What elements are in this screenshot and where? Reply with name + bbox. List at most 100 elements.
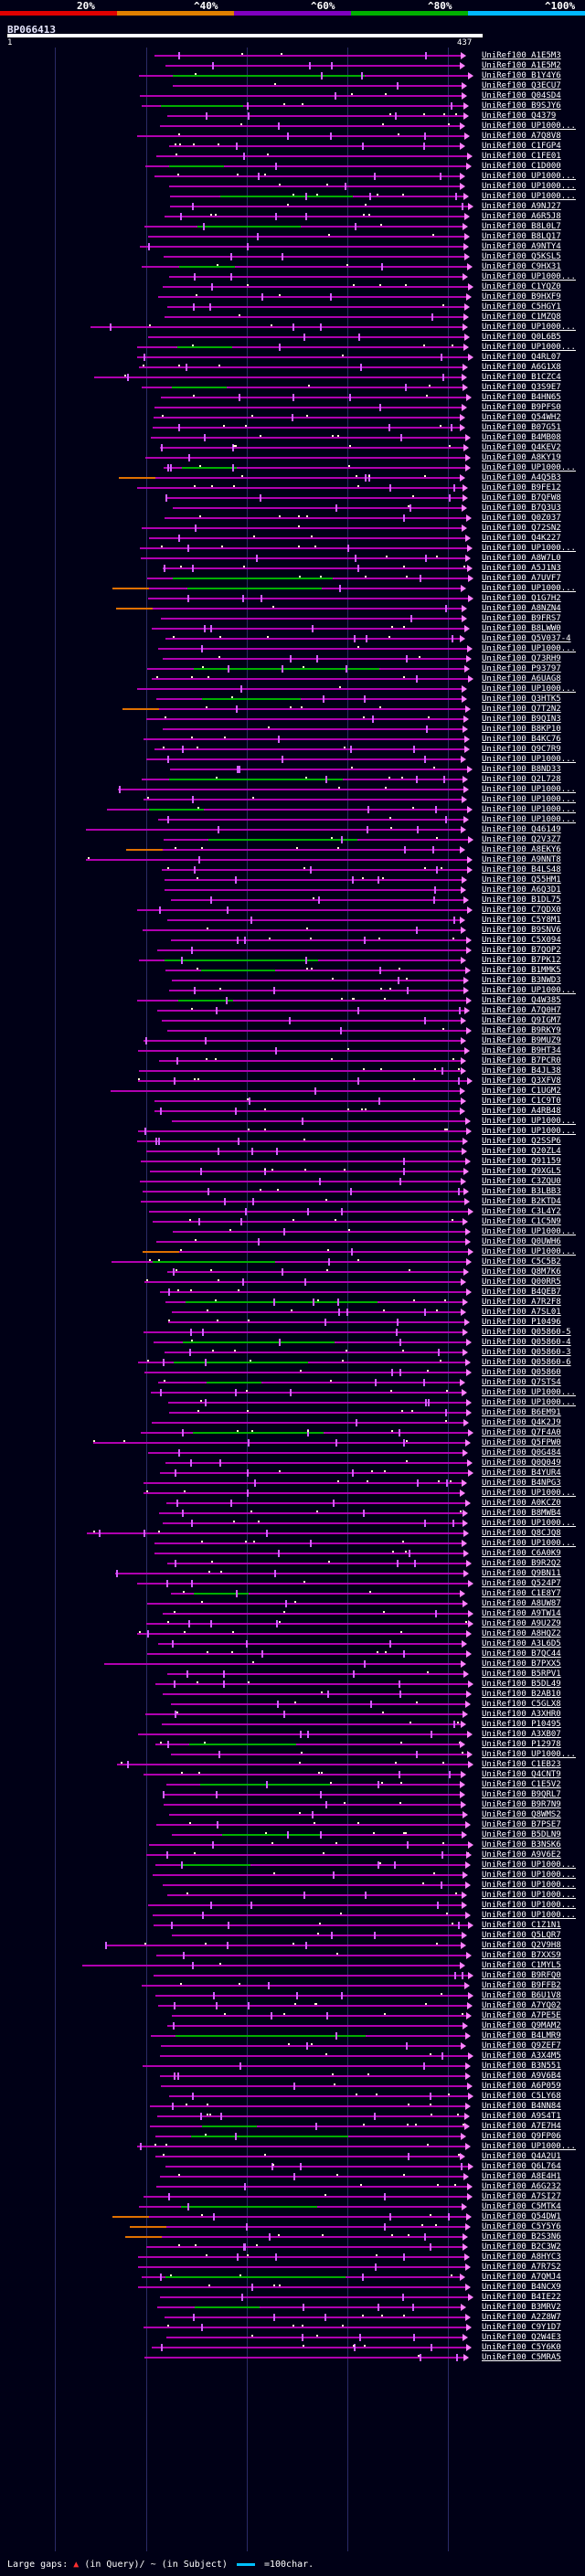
hit-link[interactable]: UniRef100_Q0UWH6 xyxy=(482,1237,561,1246)
hit-link[interactable]: UniRef100_B9R2Q2 xyxy=(482,1559,561,1568)
hit-link[interactable]: UniRef100_Q55HM1 xyxy=(482,875,561,885)
hit-link[interactable]: UniRef100_A7SL01 xyxy=(482,1308,561,1317)
hit-link[interactable]: UniRef100_A7Q0H7 xyxy=(482,1006,561,1015)
hit-link[interactable]: UniRef100_UP1000... xyxy=(482,1750,576,1759)
hit-link[interactable]: UniRef100_Q3XFV8 xyxy=(482,1076,561,1086)
hit-link[interactable]: UniRef100_A3X4M5 xyxy=(482,2051,561,2061)
hit-link[interactable]: UniRef100_A7PE5E xyxy=(482,2011,561,2020)
hit-link[interactable]: UniRef100_B4JL38 xyxy=(482,1066,561,1076)
hit-link[interactable]: UniRef100_UP1000... xyxy=(482,1901,576,1910)
hit-link[interactable]: UniRef100_B8L0L7 xyxy=(482,222,561,231)
hit-link[interactable]: UniRef100_A6G232 xyxy=(482,2182,561,2191)
hit-link[interactable]: UniRef100_A7SI27 xyxy=(482,2192,561,2201)
hit-link[interactable]: UniRef100_Q5V037-4 xyxy=(482,634,571,643)
hit-link[interactable]: UniRef100_Q91159 xyxy=(482,1157,561,1166)
hit-link[interactable]: UniRef100_C1E8Y7 xyxy=(482,1589,561,1598)
hit-link[interactable]: UniRef100_Q04SD4 xyxy=(482,91,561,101)
hit-link[interactable]: UniRef100_A8HQZ2 xyxy=(482,1629,561,1638)
hit-link[interactable]: UniRef100_Q2V9H8 xyxy=(482,1941,561,1950)
hit-link[interactable]: UniRef100_Q20ZL4 xyxy=(482,1147,561,1156)
hit-link[interactable]: UniRef100_A9NJ27 xyxy=(482,202,561,211)
hit-link[interactable]: UniRef100_UP1000... xyxy=(482,122,576,131)
hit-link[interactable]: UniRef100_Q5KSL5 xyxy=(482,252,561,261)
hit-link[interactable]: UniRef100_A8NZN4 xyxy=(482,604,561,613)
hit-link[interactable]: UniRef100_A8E4H1 xyxy=(482,2172,561,2181)
hit-link[interactable]: UniRef100_A3XHR0 xyxy=(482,1710,561,1719)
hit-link[interactable]: UniRef100_A8EKY6 xyxy=(482,845,561,854)
hit-link[interactable]: UniRef100_B6U1V8 xyxy=(482,1991,561,2000)
hit-link[interactable]: UniRef100_A3L6D5 xyxy=(482,1639,561,1648)
hit-link[interactable]: UniRef100_B1CZC4 xyxy=(482,373,561,382)
hit-link[interactable]: UniRef100_B7QFW8 xyxy=(482,493,561,503)
hit-link[interactable]: UniRef100_Q7STS4 xyxy=(482,1378,561,1387)
hit-link[interactable]: UniRef100_C1FGP4 xyxy=(482,142,561,151)
hit-link[interactable]: UniRef100_UP1000... xyxy=(482,1881,576,1890)
hit-link[interactable]: UniRef100_Q05860-5 xyxy=(482,1328,571,1337)
hit-link[interactable]: UniRef100_B4MB08 xyxy=(482,433,561,442)
hit-link[interactable]: UniRef100_Q8M7K6 xyxy=(482,1267,561,1277)
hit-link[interactable]: UniRef100_Q00RR5 xyxy=(482,1277,561,1287)
hit-link[interactable]: UniRef100_C5LY68 xyxy=(482,2092,561,2101)
hit-link[interactable]: UniRef100_A6Q3D1 xyxy=(482,885,561,895)
hit-link[interactable]: UniRef100_C9Y1D7 xyxy=(482,2323,561,2332)
hit-link[interactable]: UniRef100_Q4K2J9 xyxy=(482,1418,561,1427)
hit-link[interactable]: UniRef100_A7Q8V8 xyxy=(482,132,561,141)
hit-link[interactable]: UniRef100_Q2SSP6 xyxy=(482,1137,561,1146)
hit-link[interactable]: UniRef100_B1DL75 xyxy=(482,896,561,905)
hit-link[interactable]: UniRef100_UP1000... xyxy=(482,463,576,472)
hit-link[interactable]: UniRef100_Q5LQR7 xyxy=(482,1931,561,1940)
hit-link[interactable]: UniRef100_UP1000... xyxy=(482,1388,576,1397)
hit-link[interactable]: UniRef100_UP1000... xyxy=(482,584,576,593)
hit-link[interactable]: UniRef100_B5DL49 xyxy=(482,1680,561,1689)
hit-link[interactable]: UniRef100_C1UGM2 xyxy=(482,1087,561,1096)
hit-link[interactable]: UniRef100_C5Y8M1 xyxy=(482,916,561,925)
hit-link[interactable]: UniRef100_Q9XGL5 xyxy=(482,1167,561,1176)
hit-link[interactable]: UniRef100_C5Y6K0 xyxy=(482,2343,561,2352)
hit-link[interactable]: UniRef100_UP1000... xyxy=(482,1539,576,1548)
hit-link[interactable]: UniRef100_Q9MAM2 xyxy=(482,2021,561,2030)
hit-link[interactable]: UniRef100_UP1000... xyxy=(482,785,576,794)
hit-link[interactable]: UniRef100_Q05860-6 xyxy=(482,1358,571,1367)
hit-link[interactable]: UniRef100_B7QOP2 xyxy=(482,946,561,955)
hit-link[interactable]: UniRef100_Q4A2U1 xyxy=(482,2152,561,2161)
hit-link[interactable]: UniRef100_UP1000... xyxy=(482,544,576,553)
hit-link[interactable]: UniRef100_B3NWD3 xyxy=(482,976,561,985)
hit-link[interactable]: UniRef100_B7PK12 xyxy=(482,956,561,965)
hit-link[interactable]: UniRef100_B7PSE7 xyxy=(482,1820,561,1829)
hit-link[interactable]: UniRef100_A9NNT8 xyxy=(482,855,561,864)
hit-link[interactable]: UniRef100_Q7T2N2 xyxy=(482,705,561,714)
hit-link[interactable]: UniRef100_B1Y4Y6 xyxy=(482,71,561,80)
hit-link[interactable]: UniRef100_B4LS48 xyxy=(482,865,561,875)
hit-link[interactable]: UniRef100_C5MTK4 xyxy=(482,2202,561,2211)
hit-link[interactable]: UniRef100_UP1000... xyxy=(482,684,576,694)
hit-link[interactable]: UniRef100_Q5FPW0 xyxy=(482,1438,561,1447)
hit-link[interactable]: UniRef100_Q4379 xyxy=(482,111,557,121)
hit-link[interactable]: UniRef100_B9PFS0 xyxy=(482,403,561,412)
hit-link[interactable]: UniRef100_Q05860 xyxy=(482,1368,561,1377)
hit-link[interactable]: UniRef100_C1D000 xyxy=(482,162,561,171)
hit-link[interactable]: UniRef100_C1YQZ0 xyxy=(482,282,561,292)
hit-link[interactable]: UniRef100_C5GLX8 xyxy=(482,1700,561,1709)
hit-link[interactable]: UniRef100_B9QRL7 xyxy=(482,1790,561,1799)
hit-link[interactable]: UniRef100_C1MZQ8 xyxy=(482,313,561,322)
hit-link[interactable]: UniRef100_B7PCR0 xyxy=(482,1056,561,1065)
hit-link[interactable]: UniRef100_B9FRS7 xyxy=(482,614,561,623)
hit-link[interactable]: UniRef100_C1EB23 xyxy=(482,1760,561,1769)
hit-link[interactable]: UniRef100_B7Q3U3 xyxy=(482,504,561,513)
hit-link[interactable]: UniRef100_Q9C7R9 xyxy=(482,745,561,754)
hit-link[interactable]: UniRef100_C1MYL5 xyxy=(482,1961,561,1970)
hit-link[interactable]: UniRef100_B9SNV6 xyxy=(482,926,561,935)
hit-link[interactable]: UniRef100_C1Z1N1 xyxy=(482,1921,561,1930)
hit-link[interactable]: UniRef100_A1E5M2 xyxy=(482,61,561,70)
hit-link[interactable]: UniRef100_C5MRA5 xyxy=(482,2353,561,2362)
hit-link[interactable]: UniRef100_B4NPG3 xyxy=(482,1479,561,1488)
hit-link[interactable]: UniRef100_UP1000... xyxy=(482,795,576,804)
hit-link[interactable]: UniRef100_UP1000... xyxy=(482,1891,576,1900)
hit-link[interactable]: UniRef100_A8HYC3 xyxy=(482,2253,561,2262)
hit-link[interactable]: UniRef100_B9MUZ9 xyxy=(482,1036,561,1045)
hit-link[interactable]: UniRef100_UP1000... xyxy=(482,1871,576,1880)
hit-link[interactable]: UniRef100_Q54DW1 xyxy=(482,2212,561,2221)
hit-link[interactable]: UniRef100_UP1000... xyxy=(482,1127,576,1136)
hit-link[interactable]: UniRef100_B2KTD4 xyxy=(482,1197,561,1206)
hit-link[interactable]: UniRef100_A6R5J8 xyxy=(482,212,561,221)
